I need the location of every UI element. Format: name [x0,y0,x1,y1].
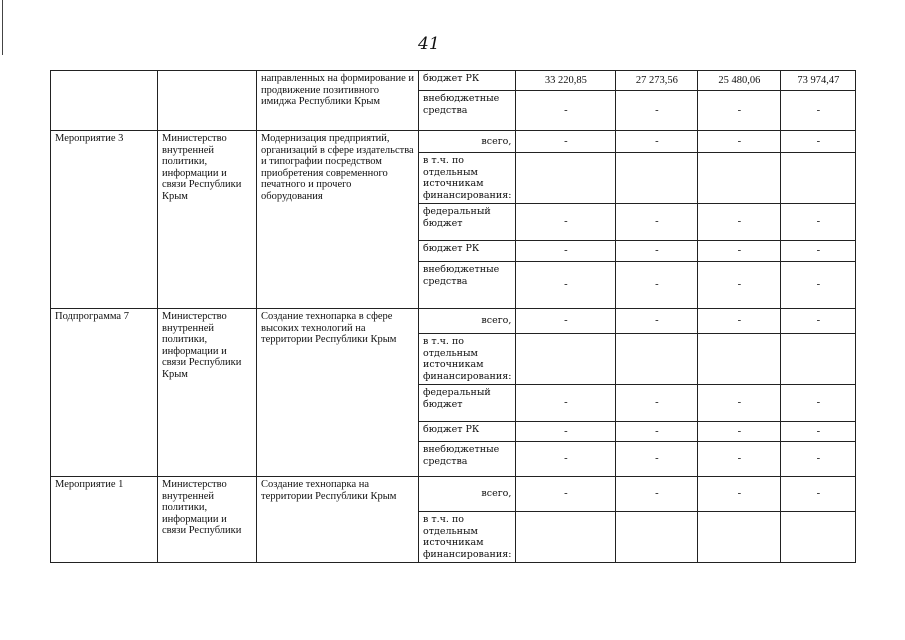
funding-source: федеральный бюджет [417,384,517,422]
amount-cell: - [780,90,857,131]
executor-cell: Министерство внутренней политики, информ… [157,476,257,563]
amount-cell [615,152,699,204]
table-row: федеральный бюджет - - - - [51,384,857,422]
amount-cell: 33 220,85 [515,70,617,91]
executor-cell: Министерство внутренней политики, информ… [157,308,257,477]
amount-cell: - [615,308,699,334]
description-cell: Модернизация предприятий, организаций в … [256,130,419,309]
table-row: направленных на формирование и продвижен… [50,70,857,131]
table-row: федеральный бюджет - - - - [51,203,857,241]
amount-cell [515,333,617,385]
amount-cell: - [515,441,617,477]
amount-cell: - [697,441,782,477]
amount-cell: - [515,90,617,131]
amount-cell: - [697,261,782,309]
amount-cell: - [780,421,857,442]
amount-cell: - [615,421,699,442]
amount-cell: - [780,261,857,309]
amount-cell [697,511,782,563]
amount-cell: 73 974,47 [780,70,857,91]
amount-cell: - [697,476,782,512]
description-cell: Создание технопарка в сфере высоких техн… [256,308,419,477]
table-row: внебюджетные средства - - - - [51,90,857,131]
amount-cell: - [615,240,699,262]
funding-source: в т.ч. по отдельным источникам финансиро… [417,333,517,385]
amount-cell [780,511,857,563]
executor-cell: Министерство внутренней политики, информ… [157,130,257,309]
funding-source: всего, [417,308,517,334]
amount-cell: - [697,308,782,334]
amount-cell [780,152,857,204]
amount-cell: - [615,203,699,241]
amount-cell: - [780,240,857,262]
amount-cell: - [780,203,857,241]
description-cell: направленных на формирование и продвижен… [256,70,419,131]
amount-cell: - [780,130,857,153]
amount-cell: - [515,476,617,512]
amount-cell: - [515,130,617,153]
amount-cell: - [515,308,617,334]
amount-cell: - [515,261,617,309]
margin-line [2,0,3,55]
amount-cell: - [780,476,857,512]
table-row: в т.ч. по отдельным источникам финансиро… [51,511,857,563]
table-row: Мероприятие 1 Министерство внутренней пол… [50,476,857,563]
amount-cell: 25 480,06 [697,70,782,91]
amount-cell [515,511,617,563]
description-cell: Создание технопарка на территории Респуб… [256,476,419,563]
funding-source: в т.ч. по отдельным источникам финансиро… [417,152,517,204]
page-number: 41 [418,34,440,54]
amount-cell: - [615,261,699,309]
amount-cell: - [615,90,699,131]
amount-cell: - [615,476,699,512]
row-label: Подпрограмма 7 [50,308,158,477]
funding-source: федеральный бюджет [417,203,517,241]
table-row: внебюджетные средства - - - - [51,261,857,309]
amount-cell: - [515,421,617,442]
funding-source: всего, [417,476,517,512]
table-row: внебюджетные средства - - - - [51,441,857,477]
funding-source: бюджет РК [417,421,517,442]
amount-cell [697,333,782,385]
amount-cell: - [780,384,857,422]
funding-source: внебюджетные средства [417,90,517,131]
amount-cell: - [697,240,782,262]
amount-cell: - [780,441,857,477]
financing-table: направленных на формирование и продвижен… [50,70,857,563]
amount-cell [780,333,857,385]
row-label: Мероприятие 3 [50,130,158,309]
amount-cell: - [515,203,617,241]
amount-cell: 27 273,56 [615,70,699,91]
amount-cell: - [697,421,782,442]
amount-cell [515,152,617,204]
amount-cell: - [615,384,699,422]
amount-cell: - [615,441,699,477]
row-label [50,70,158,131]
funding-source: в т.ч. по отдельным источникам финансиро… [417,511,517,563]
amount-cell: - [615,130,699,153]
amount-cell [697,152,782,204]
funding-source: всего, [417,130,517,153]
amount-cell: - [697,384,782,422]
funding-source: внебюджетные средства [417,261,517,309]
funding-source: бюджет РК [417,240,517,262]
row-label: Мероприятие 1 [50,476,158,563]
table-row: в т.ч. по отдельным источникам финансиро… [51,333,857,385]
amount-cell: - [697,90,782,131]
amount-cell [615,333,699,385]
amount-cell [615,511,699,563]
table-row: Мероприятие 3 Министерство внутренней пол… [50,130,857,309]
table-row: Подпрограмма 7 Министерство внутренней по… [50,308,857,477]
funding-source: внебюджетные средства [417,441,517,477]
amount-cell: - [515,240,617,262]
executor-cell [157,70,257,131]
amount-cell: - [780,308,857,334]
amount-cell: - [697,203,782,241]
amount-cell: - [697,130,782,153]
funding-source: бюджет РК [417,70,517,91]
amount-cell: - [515,384,617,422]
